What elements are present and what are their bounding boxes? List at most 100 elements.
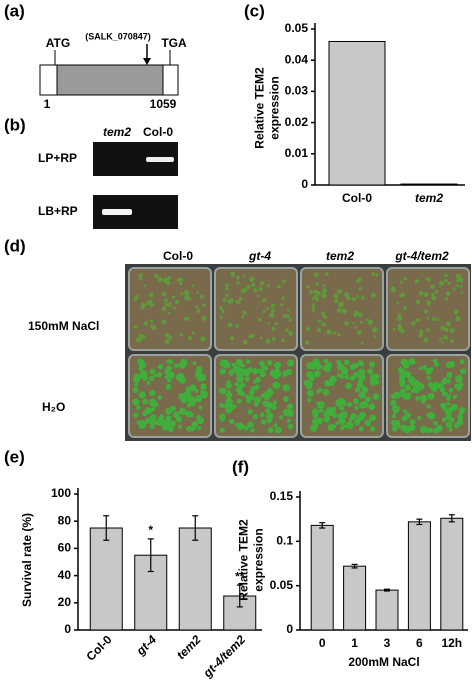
seedling xyxy=(191,331,195,335)
seedling xyxy=(400,392,406,398)
seedling xyxy=(436,318,440,322)
seedling xyxy=(288,318,292,322)
seedling xyxy=(267,322,271,325)
seedling xyxy=(316,389,321,394)
seedling xyxy=(172,306,176,310)
seedling xyxy=(327,423,335,432)
seedling xyxy=(398,323,402,327)
seedling xyxy=(453,383,460,389)
seedling xyxy=(457,414,464,421)
seedling xyxy=(250,386,255,391)
x-tick-label: tem2 xyxy=(174,632,204,662)
seedling xyxy=(325,361,333,369)
seedling xyxy=(434,289,439,294)
y-tick-label: 0.05 xyxy=(285,21,309,35)
seedling xyxy=(324,272,329,276)
seedling xyxy=(194,389,199,394)
seedling xyxy=(222,359,229,367)
seedling xyxy=(140,370,148,378)
seedling xyxy=(320,311,325,316)
seedling xyxy=(177,424,183,429)
x-tick-label: gt-4 xyxy=(133,632,159,658)
seedling xyxy=(281,338,285,343)
seedling xyxy=(305,340,310,345)
seedling xyxy=(285,328,290,333)
seedling xyxy=(267,388,273,394)
seedling xyxy=(410,359,416,365)
y-axis-label: expression xyxy=(268,76,282,139)
seedling xyxy=(364,396,371,403)
seedling xyxy=(271,308,276,313)
seedling xyxy=(238,296,243,301)
seedling xyxy=(345,421,354,430)
seedling xyxy=(196,291,200,294)
seedling xyxy=(315,282,319,287)
seedling xyxy=(310,424,318,432)
seedling xyxy=(348,417,353,422)
seedling xyxy=(165,424,171,430)
seedling xyxy=(247,421,254,428)
seedling xyxy=(272,405,277,410)
seedling xyxy=(417,415,422,420)
seedling xyxy=(306,389,314,397)
seedling xyxy=(222,297,227,302)
seedling xyxy=(219,402,224,408)
seedling xyxy=(153,373,158,378)
seedling xyxy=(243,425,249,431)
seedling xyxy=(143,321,149,326)
seedling xyxy=(359,411,367,419)
seedling xyxy=(400,280,404,284)
seedling xyxy=(196,309,201,313)
bar xyxy=(400,183,458,186)
seedling xyxy=(426,375,431,380)
seedling xyxy=(391,413,397,419)
seedling xyxy=(199,294,204,299)
seedling xyxy=(448,387,454,393)
seedling xyxy=(433,361,439,367)
seedling xyxy=(260,419,267,425)
seedling xyxy=(140,305,145,310)
seedling xyxy=(266,284,270,288)
seedling xyxy=(277,284,281,289)
seedling xyxy=(352,321,355,325)
seedling xyxy=(272,400,277,405)
row-label: H₂O xyxy=(42,400,65,414)
seedling xyxy=(438,337,442,341)
seedling xyxy=(358,286,363,291)
seedling xyxy=(195,365,203,373)
seedling xyxy=(164,332,170,338)
seedling xyxy=(360,341,364,345)
seedling xyxy=(258,286,263,292)
seedling xyxy=(139,277,143,281)
y-tick-label: 0 xyxy=(286,622,293,636)
seedling xyxy=(449,328,455,333)
seedling xyxy=(165,407,173,415)
seedling xyxy=(446,371,453,379)
seedling xyxy=(258,317,262,322)
seedling xyxy=(230,336,235,341)
seedling xyxy=(445,291,451,296)
seedling xyxy=(367,368,373,375)
seedling xyxy=(308,289,313,294)
seedling xyxy=(191,284,195,288)
x-axis-label: 200mM NaCl xyxy=(348,655,419,669)
seedling xyxy=(319,408,324,413)
seedling xyxy=(314,272,319,278)
y-tick-label: 20 xyxy=(58,595,72,609)
seedling xyxy=(415,395,421,402)
seedling xyxy=(368,403,376,411)
seedling xyxy=(443,392,448,397)
seedling xyxy=(418,290,423,296)
seedling xyxy=(340,367,349,376)
seedling xyxy=(176,372,185,381)
column-label: Col-0 xyxy=(163,249,193,263)
seedling xyxy=(460,291,464,294)
seedling xyxy=(390,287,396,293)
seedling xyxy=(224,283,229,288)
seedling xyxy=(133,325,138,329)
x-tick-label: 3 xyxy=(384,636,391,650)
x-tick-label: gt-4/tem2 xyxy=(200,632,249,681)
seedling xyxy=(455,273,461,279)
seedling xyxy=(372,393,380,400)
seedling xyxy=(179,410,184,415)
